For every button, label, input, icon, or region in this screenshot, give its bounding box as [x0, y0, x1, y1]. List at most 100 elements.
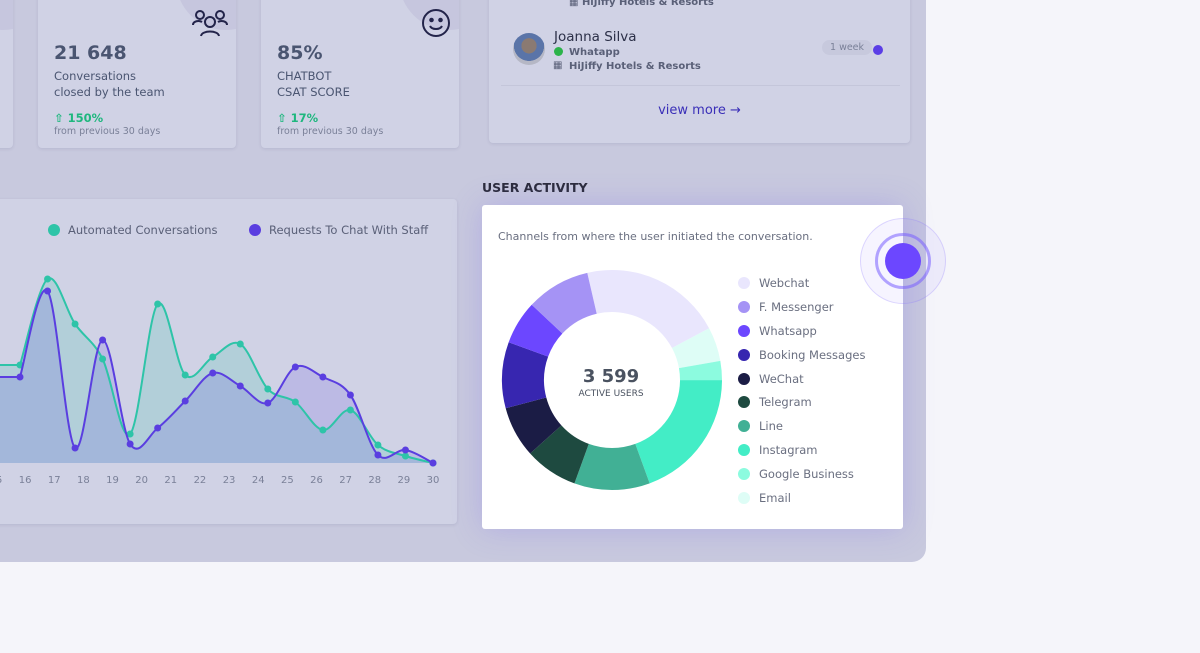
section-title: USER ACTIVITY	[482, 180, 588, 195]
legend-item[interactable]: Instagram	[738, 438, 865, 462]
legend-item-requests[interactable]: Requests To Chat With Staff	[249, 223, 428, 237]
legend-item[interactable]: Webchat	[738, 271, 865, 295]
legend-label: F. Messenger	[759, 299, 834, 314]
data-point	[71, 444, 79, 452]
donut-slice-whatsapp	[508, 304, 563, 357]
hotspot-indicator[interactable]	[860, 218, 946, 304]
contact-org: HiJiffy Hotels & Resorts	[569, 61, 701, 72]
donut-slice-webchat	[587, 270, 710, 349]
stat-label: Conversations closed by the team	[54, 69, 165, 99]
legend-swatch	[738, 300, 750, 313]
legend-label: WeChat	[759, 371, 804, 386]
stat-label: CHATBOT CSAT SCORE	[277, 69, 350, 99]
data-point	[126, 430, 134, 438]
active-users-label: ACTIVE USERS	[578, 389, 644, 399]
arrow-up-icon: ⇧	[277, 111, 291, 125]
donut-slice-wechat	[505, 397, 562, 454]
legend-item[interactable]: WeChat	[738, 367, 865, 391]
data-point	[429, 459, 437, 467]
user-activity-description: Channels from where the user initiated t…	[498, 230, 813, 243]
x-tick-label: 27	[339, 475, 352, 486]
data-point	[401, 446, 409, 454]
divider	[501, 85, 900, 86]
data-point	[346, 406, 354, 414]
stat-change-sub: from previous 30 days	[277, 126, 384, 137]
data-point	[319, 373, 327, 381]
data-point	[264, 399, 272, 407]
legend-label: Booking Messages	[759, 347, 866, 362]
donut-slice-booking-messages	[502, 342, 549, 409]
legend-swatch	[738, 491, 750, 504]
x-tick-label: 22	[194, 475, 207, 486]
data-point	[71, 320, 79, 328]
data-point	[264, 385, 272, 393]
conversations-chart-card: Automated Conversations Requests To Chat…	[0, 199, 457, 524]
legend-swatch	[738, 468, 750, 481]
x-tick-label: 21	[164, 475, 177, 486]
donut-legend: Webchat F. Messenger Whatsapp Booking Messa…	[738, 271, 865, 510]
avatar	[513, 33, 545, 65]
legend-label: Webchat	[759, 275, 810, 290]
legend-label: Email	[759, 490, 791, 505]
legend-swatch	[738, 276, 750, 289]
donut-slice-line	[574, 443, 650, 490]
legend-swatch	[738, 372, 750, 385]
data-point	[154, 424, 162, 432]
data-point	[209, 369, 217, 377]
list-item[interactable]: Joanna Silva Whatapp ▦ HiJiffy Hotels & …	[489, 0, 910, 86]
data-point	[126, 440, 134, 448]
legend-swatch	[738, 420, 750, 433]
data-point	[319, 426, 327, 434]
view-more-link[interactable]: view more →	[658, 103, 741, 118]
recent-conversations-card: ▦ HiJiffy Hotels & Resorts Joanna Silva …	[489, 0, 910, 143]
legend-item[interactable]: Google Business	[738, 462, 865, 486]
legend-swatch	[738, 396, 750, 409]
stat-change: ⇧ 150%	[54, 111, 104, 125]
legend-item[interactable]: Email	[738, 486, 865, 510]
line-chart: 15 16 17 18 19 20 21 22 23 24 25 26 27 28 29 30	[0, 275, 440, 486]
age-badge: 1 week	[822, 40, 873, 55]
series-area	[0, 278, 433, 463]
data-point	[346, 391, 354, 399]
active-users-value: 3 599	[582, 366, 640, 387]
donut-slice-google-business	[678, 360, 722, 381]
data-point	[236, 382, 244, 390]
stat-change-sub: from previous 30 days	[54, 126, 161, 137]
legend-item[interactable]: Telegram	[738, 390, 865, 414]
donut-slice-instagram	[635, 380, 722, 484]
contact-channel: Whatapp	[569, 47, 620, 58]
legend-swatch	[738, 348, 750, 361]
data-point	[154, 300, 162, 308]
stat-card-conversations: 21 648 Conversations closed by the team ⇧…	[38, 0, 236, 148]
legend-item-automated[interactable]: Automated Conversations	[48, 223, 218, 237]
legend-item[interactable]: F. Messenger	[738, 295, 865, 319]
data-point	[209, 353, 217, 361]
donut-slice-f-messenger	[531, 272, 597, 334]
unread-dot	[873, 45, 883, 55]
arrow-up-icon: ⇧	[54, 111, 68, 125]
donut-slice-telegram	[530, 425, 589, 484]
x-tick-label: 17	[48, 475, 61, 486]
legend-item[interactable]: Line	[738, 414, 865, 438]
previous-item-org: ▦ HiJiffy Hotels & Resorts	[569, 0, 714, 8]
x-tick-label: 15	[0, 475, 2, 486]
x-tick-label: 23	[223, 475, 236, 486]
x-tick-label: 24	[252, 475, 265, 486]
x-tick-label: 16	[19, 475, 32, 486]
users-icon	[192, 10, 228, 37]
data-point	[236, 340, 244, 348]
legend-swatch	[738, 444, 750, 457]
series-area	[0, 289, 433, 463]
data-point	[291, 398, 299, 406]
data-point	[374, 451, 382, 459]
stat-change: ⇧ 17%	[277, 111, 319, 125]
data-point	[291, 363, 299, 371]
x-tick-label: 30	[427, 475, 440, 486]
data-point	[374, 441, 382, 449]
building-icon: ▦	[553, 60, 563, 71]
legend-item[interactable]: Booking Messages	[738, 343, 865, 367]
stat-card-partial	[0, 0, 13, 148]
legend-item[interactable]: Whatsapp	[738, 319, 865, 343]
stat-value: 85%	[277, 42, 323, 64]
legend-swatch	[738, 324, 750, 337]
